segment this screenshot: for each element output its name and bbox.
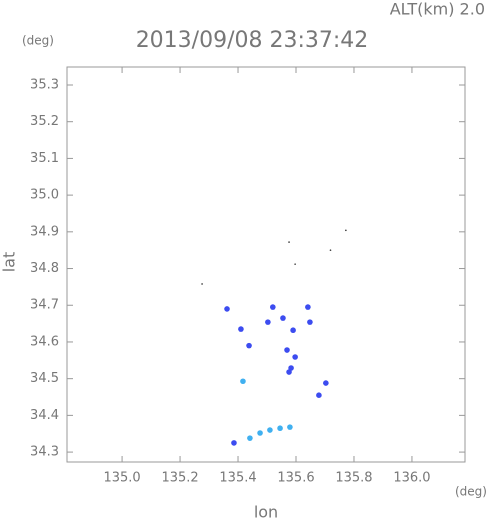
y-tick-label: 35.3 [30,77,59,92]
x-tick-label: 136.0 [393,471,430,486]
echo-point [267,427,273,433]
echo-point [316,392,322,398]
echo-point [277,425,283,432]
x-tick-label: 135.0 [103,471,140,486]
y-tick-label: 34.7 [30,298,59,313]
echo-point [323,380,329,386]
y-tick-label: 34.5 [30,371,59,386]
echo-point [280,315,286,321]
echo-point [270,304,276,310]
echo-point [238,326,244,332]
echo-point [287,424,293,430]
echo-point [265,319,271,325]
echo-point [307,319,313,325]
y-tick-label: 34.6 [30,334,59,349]
x-unit: (deg) [455,485,487,499]
y-tick-label: 35.0 [30,188,59,203]
x-tick-label: 135.2 [161,471,198,486]
echo-point [246,342,252,349]
echo-point [345,229,347,232]
x-axis-label: lon [254,503,278,521]
y-axis-label: lat [0,252,19,273]
x-tick-label: 135.6 [277,471,314,486]
y-tick-label: 34.3 [30,445,59,460]
y-tick-label: 34.4 [30,408,59,423]
echo-point [288,241,290,243]
echo-point [224,306,230,312]
echo-point [305,304,311,310]
echo-point [292,354,298,360]
echo-point [240,378,246,385]
chart-title: 2013/09/08 23:37:42 [136,28,369,53]
x-tick-label: 135.8 [335,471,372,486]
y-unit: (deg) [22,34,54,48]
altitude-label: ALT(km) 2.0 [390,0,485,19]
echo-point [329,249,332,251]
echo-point [294,263,296,265]
x-tick-label: 135.4 [219,471,256,486]
echo-point [247,435,253,441]
echo-point [290,327,296,334]
y-tick-label: 35.1 [30,151,59,166]
y-tick-label: 34.8 [30,261,59,276]
echo-point [257,430,263,436]
y-tick-label: 35.2 [30,114,59,129]
y-tick-label: 34.9 [30,224,59,239]
echo-point [201,283,203,285]
plot-frame [66,66,466,463]
echo-point [231,440,237,446]
echo-point [284,347,290,353]
echo-point [288,365,294,371]
